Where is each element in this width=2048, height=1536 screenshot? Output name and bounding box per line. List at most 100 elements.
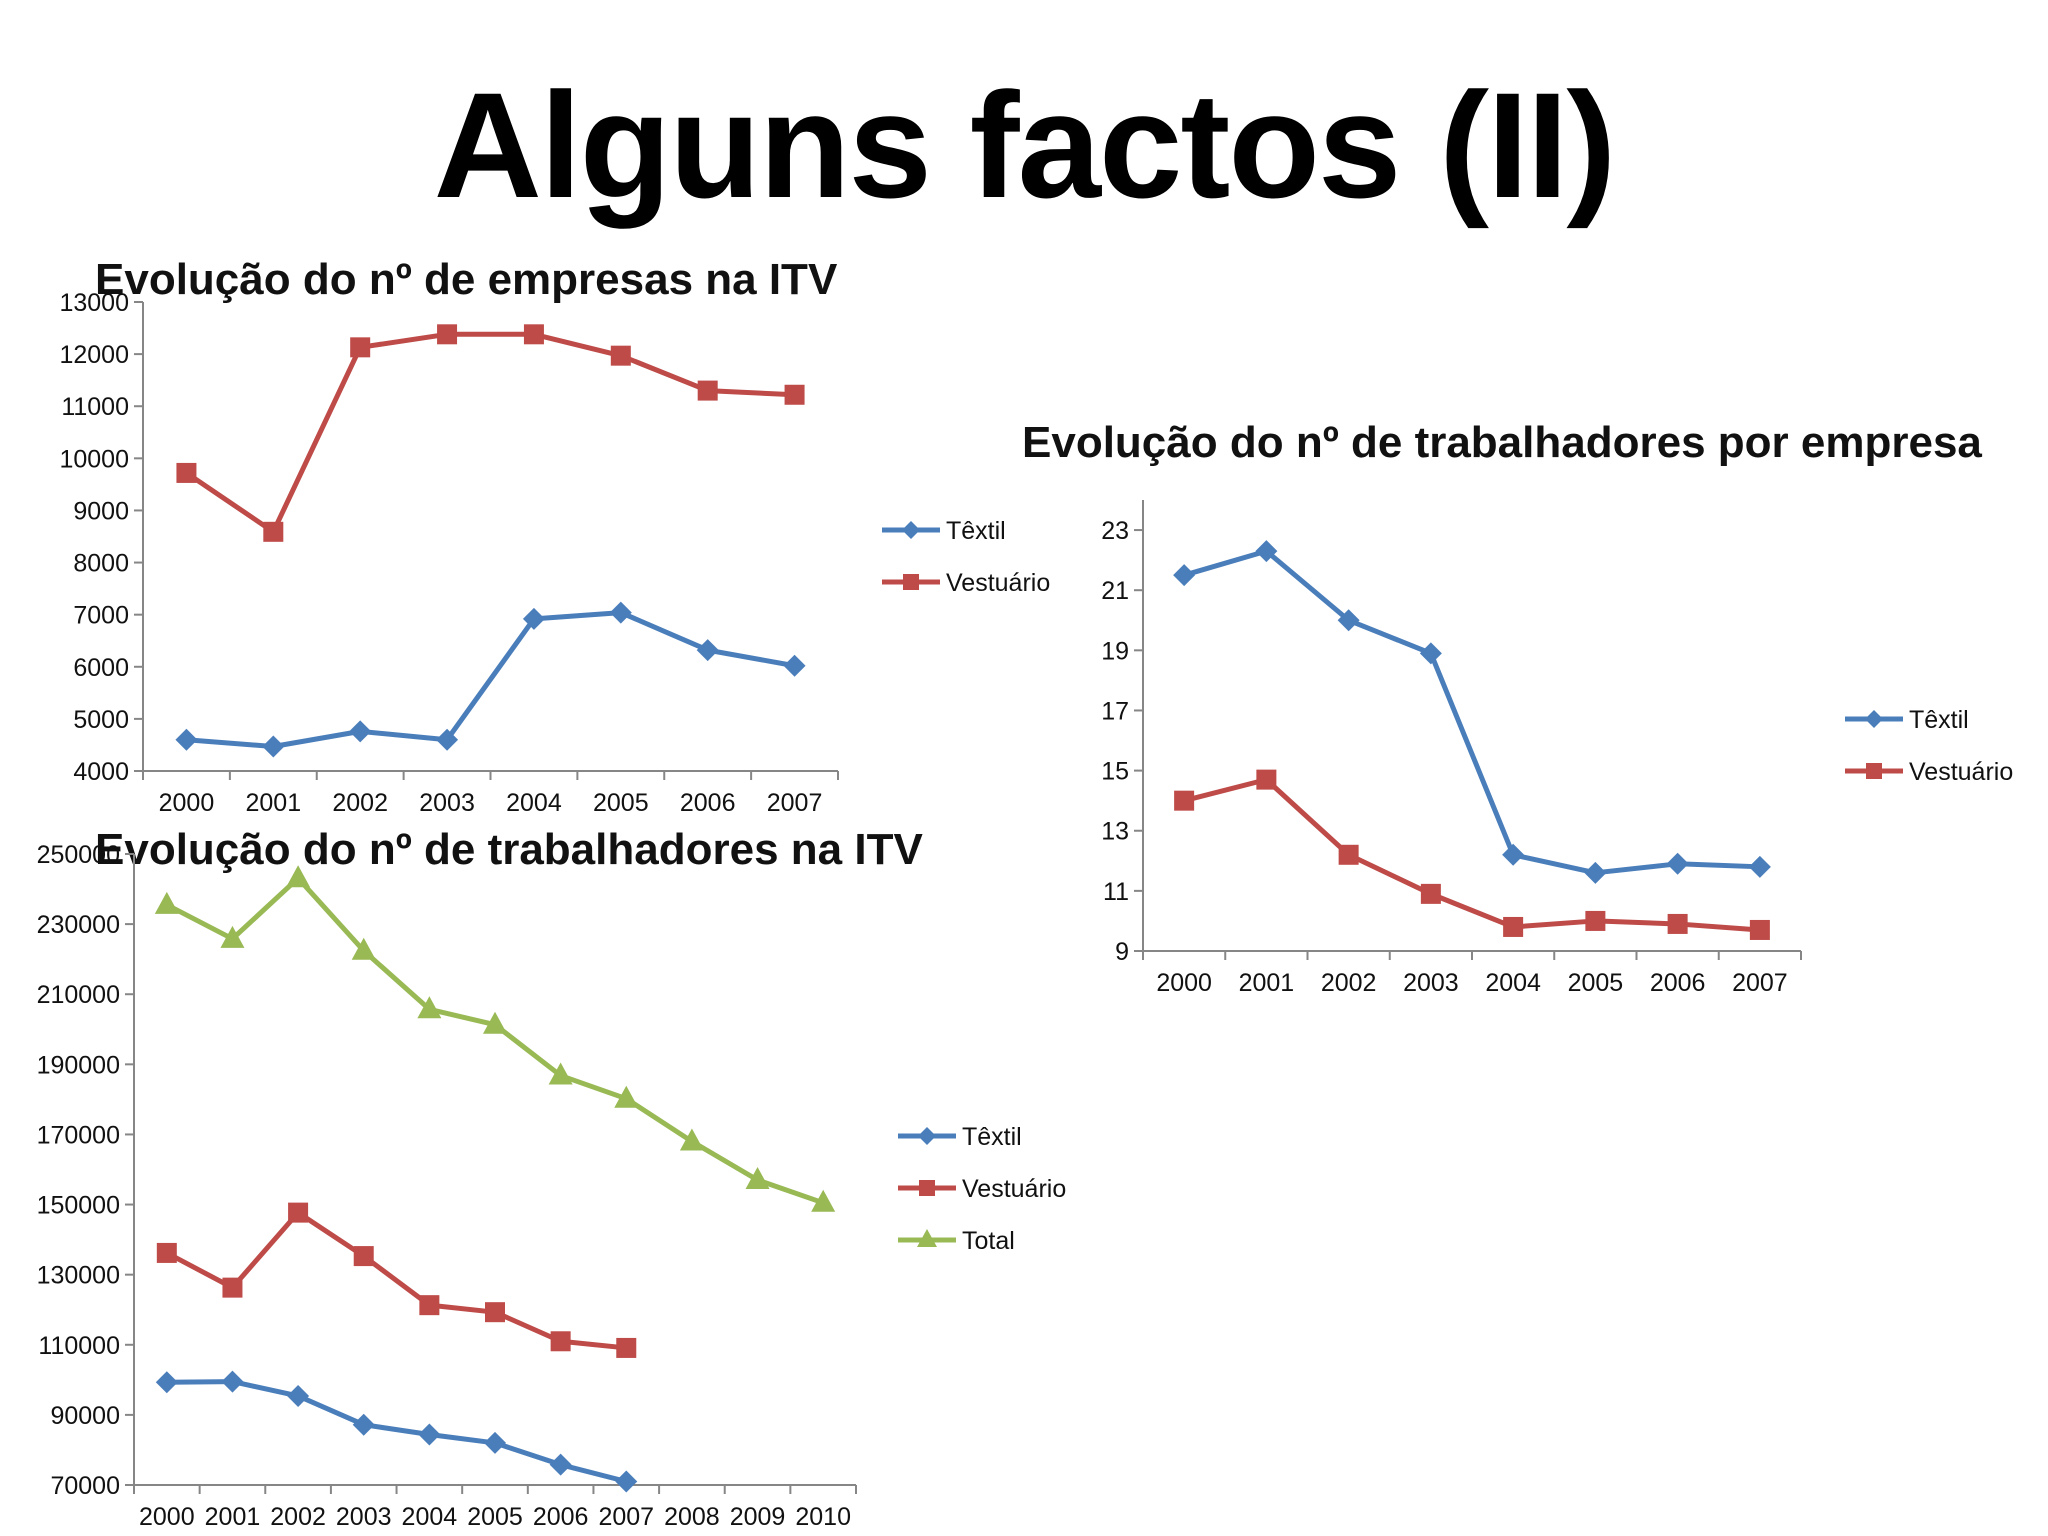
data-point-square [1174, 790, 1195, 811]
series-line [1183, 777, 1761, 933]
x-tick-label: 2003 [1403, 969, 1459, 997]
data-point-triangle [679, 1128, 704, 1151]
data-point-triangle [351, 937, 376, 960]
data-point-square [288, 1202, 309, 1223]
y-tick-label: 21 [1101, 577, 1129, 605]
y-tick-label: 12000 [59, 341, 129, 369]
y-tick-label: 17 [1101, 697, 1129, 725]
data-point-triangle [811, 1189, 836, 1212]
y-tick-label: 7000 [73, 602, 129, 630]
x-tick-label: 2005 [1568, 969, 1624, 997]
x-tick-label: 2001 [205, 1503, 261, 1531]
data-point-diamond [175, 728, 198, 751]
legend-entry: Têxtil [1845, 706, 1969, 734]
y-tick-label: 15 [1101, 758, 1129, 786]
x-tick-label: 2002 [332, 789, 388, 817]
data-point-diamond [1748, 855, 1771, 878]
x-tick-label: 2009 [730, 1503, 786, 1531]
series-vestuário [176, 324, 805, 542]
data-point-diamond [1173, 564, 1196, 587]
x-tick-label: 2007 [1732, 969, 1788, 997]
data-point-square [176, 462, 197, 483]
data-point-triangle [483, 1011, 507, 1034]
chart-title-trabalhadores-por-empresa: Evolução do nº de trabalhadores por empr… [1022, 418, 1982, 467]
y-tick-label: 130000 [37, 1262, 120, 1290]
y-tick-label: 70000 [50, 1472, 120, 1500]
legend-label: Têxtil [962, 1123, 1022, 1151]
data-point-square [350, 337, 371, 358]
legend-entry: Têxtil [898, 1123, 1022, 1151]
data-point-diamond [418, 1423, 441, 1446]
y-tick-label: 6000 [73, 654, 129, 682]
series-têxtil [1173, 540, 1771, 884]
data-point-square [1256, 769, 1277, 790]
data-point-diamond [1584, 861, 1607, 884]
chart-title-trabalhadores-itv: Evolução do nº de trabalhadores na ITV [95, 825, 923, 874]
y-tick-label: 10000 [59, 445, 129, 473]
data-point-square [523, 324, 544, 345]
legend-label: Total [962, 1227, 1015, 1255]
series-line [185, 331, 795, 535]
data-point-square [903, 574, 919, 590]
data-point-diamond [262, 735, 285, 758]
legend-label: Vestuário [1909, 758, 2013, 786]
series-line [165, 1210, 627, 1351]
data-point-square [1338, 844, 1359, 865]
data-point-square [550, 1331, 571, 1352]
data-point-square [222, 1277, 243, 1298]
y-tick-label: 13 [1101, 818, 1129, 846]
legend-entry: Vestuário [882, 569, 1050, 597]
data-point-diamond [155, 1371, 178, 1394]
data-point-square [616, 1337, 637, 1358]
y-tick-label: 210000 [37, 981, 120, 1009]
series-têxtil [155, 1370, 638, 1493]
series-line [1183, 548, 1760, 876]
data-point-diamond [783, 654, 806, 677]
y-tick-label: 170000 [37, 1121, 120, 1149]
data-point-square [437, 324, 458, 345]
data-point-square [1866, 763, 1882, 779]
data-point-square [610, 345, 631, 366]
y-tick-label: 90000 [50, 1402, 120, 1430]
data-point-diamond [1337, 609, 1360, 632]
data-point-diamond [352, 1413, 375, 1436]
x-tick-label: 2004 [506, 789, 562, 817]
data-point-triangle [917, 1229, 937, 1247]
x-tick-label: 2001 [246, 789, 302, 817]
data-point-square [1503, 916, 1524, 937]
y-tick-label: 9000 [73, 497, 129, 525]
data-point-square [156, 1242, 177, 1263]
legend-label: Vestuário [962, 1175, 1066, 1203]
data-point-diamond [1502, 843, 1525, 866]
x-tick-label: 2006 [1650, 969, 1706, 997]
data-point-triangle [548, 1062, 573, 1085]
series-vestuário [1174, 769, 1770, 940]
data-point-diamond [287, 1384, 310, 1407]
y-tick-label: 250000 [37, 841, 120, 869]
y-tick-label: 230000 [37, 911, 120, 939]
legend-label: Vestuário [946, 569, 1050, 597]
data-point-diamond [609, 601, 632, 624]
series-line [165, 875, 825, 1206]
data-point-triangle [220, 925, 245, 948]
data-point-diamond [349, 720, 372, 743]
x-tick-label: 2004 [402, 1503, 458, 1531]
data-point-square [1749, 919, 1770, 940]
data-point-diamond [615, 1470, 638, 1493]
x-tick-label: 2000 [1156, 969, 1212, 997]
data-point-diamond [902, 521, 920, 539]
data-point-square [353, 1246, 374, 1267]
chart-title-empresas: Evolução do nº de empresas na ITV [95, 255, 838, 304]
y-tick-label: 150000 [37, 1192, 120, 1220]
data-point-diamond [522, 607, 545, 630]
data-point-square [1585, 910, 1606, 931]
x-tick-label: 2008 [664, 1503, 720, 1531]
x-tick-label: 2005 [467, 1503, 523, 1531]
x-tick-label: 2003 [336, 1503, 392, 1531]
y-tick-label: 11 [1103, 878, 1129, 906]
data-point-triangle [614, 1085, 639, 1108]
data-point-diamond [436, 728, 459, 751]
